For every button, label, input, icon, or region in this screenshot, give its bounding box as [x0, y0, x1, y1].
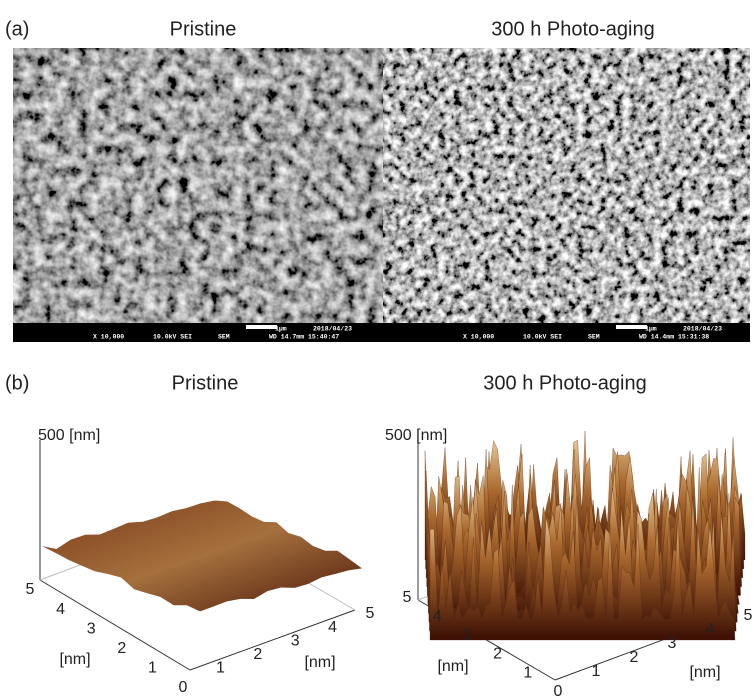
info-text: 10.0kV SEI [523, 334, 562, 341]
tick-label: 1 [216, 660, 225, 677]
tick-label: 5 [744, 607, 753, 624]
tick-label: 3 [87, 620, 96, 637]
info-bar [383, 323, 750, 342]
tick-label: 1 [523, 664, 532, 681]
axis-label: [nm] [304, 654, 335, 671]
tick-label: 2 [493, 646, 502, 663]
sem-image [13, 48, 383, 342]
info-text: WD 14.4mm 15:31:38 [639, 334, 709, 341]
info-text: SEM [218, 334, 230, 341]
tick-label: 0 [179, 679, 188, 696]
plot-title: Pristine [172, 372, 239, 394]
tick-label: 2 [630, 649, 639, 666]
scale-bar [616, 325, 647, 329]
tick-label: 2 [253, 646, 262, 663]
tick-label: 0 [554, 683, 563, 700]
info-text: X 10,000 [93, 334, 124, 341]
z-label: 500 [nm] [385, 427, 447, 444]
z-label: 500 [nm] [38, 427, 100, 444]
axis-label: [nm] [689, 664, 720, 681]
tick-label: 5 [366, 605, 375, 622]
info-text: WD 14.7mm 15:40:47 [269, 334, 339, 341]
tick-label: 3 [291, 632, 300, 649]
info-text: 2018/04/23 [313, 326, 352, 333]
axis-line [189, 609, 356, 671]
axis-label: [nm] [437, 658, 468, 675]
info-text: X 10,000 [463, 334, 494, 341]
tick-label: 2 [117, 640, 126, 657]
surface [429, 516, 736, 641]
tick-label: 3 [463, 627, 472, 644]
tick-label: 1 [148, 660, 157, 677]
axis-label: [nm] [59, 651, 90, 668]
tick-label: 5 [26, 581, 35, 598]
tick-label: 1 [592, 663, 601, 680]
tick-label: 3 [668, 635, 677, 652]
panel-label: (a) [5, 18, 29, 40]
surface [42, 500, 362, 612]
info-text: 2018/04/23 [683, 326, 722, 333]
tick-label: 4 [328, 619, 337, 636]
tick-label: 4 [706, 621, 715, 638]
panel-label: (b) [5, 372, 29, 394]
scale-bar [246, 325, 277, 329]
image-title: Pristine [170, 18, 237, 40]
info-bar [13, 323, 383, 342]
plot-title: 300 h Photo-aging [483, 372, 646, 394]
image-title: 300 h Photo-aging [491, 18, 654, 40]
sem-image [383, 48, 750, 342]
axis-line [39, 579, 191, 671]
tick-label: 4 [433, 608, 442, 625]
info-text: SEM [588, 334, 600, 341]
info-text: 10.0kV SEI [153, 334, 192, 341]
info-text: 1μm [645, 326, 657, 333]
tick-label: 5 [403, 589, 412, 606]
tick-label: 4 [56, 601, 65, 618]
info-text: 1μm [275, 326, 287, 333]
